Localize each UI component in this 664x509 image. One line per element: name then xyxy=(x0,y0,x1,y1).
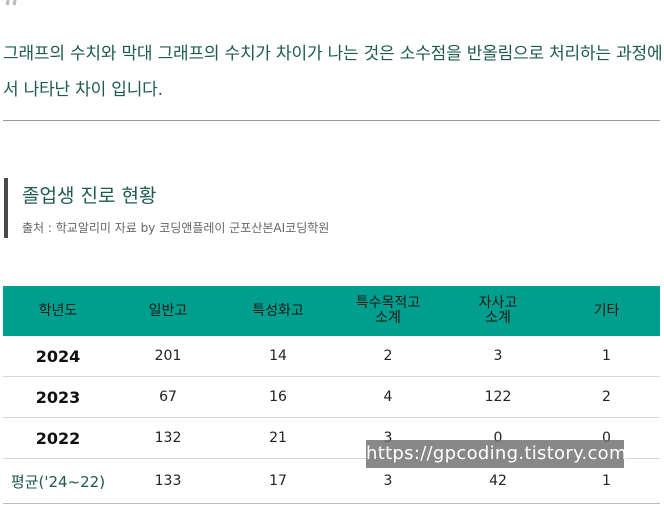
table-cell: 14 xyxy=(223,336,333,377)
table-header-row: 학년도 일반고 특성화고 특수목적고 소계 자사고 소계 기타 xyxy=(3,286,660,336)
table-cell: 2 xyxy=(333,336,443,377)
table-cell: 4 xyxy=(333,376,443,418)
quote-text: 그래프의 수치와 막대 그래프의 수치가 차이가 나는 것은 소수점을 반올림으… xyxy=(3,44,663,100)
quote-mark: “ xyxy=(2,0,21,32)
section-source: 출처 : 학교알리미 자료 by 코딩앤플레이 군포산본AI코딩학원 xyxy=(22,221,330,235)
header-cell: 특수목적고 소계 xyxy=(333,286,443,336)
table-row: 2023 67 16 4 122 2 xyxy=(3,376,660,418)
table-cell: 132 xyxy=(113,417,223,459)
header-cell: 자사고 소계 xyxy=(443,286,553,336)
section-title: 졸업생 진로 현황 xyxy=(22,185,157,207)
header-cell: 학년도 xyxy=(3,286,113,336)
graduate-career-table: 학년도 일반고 특성화고 특수목적고 소계 자사고 소계 기타 2024 201… xyxy=(3,286,660,504)
header-cell: 기타 xyxy=(553,286,660,336)
table-cell: 122 xyxy=(443,376,553,418)
divider xyxy=(3,120,660,121)
table-cell: 2 xyxy=(553,376,660,418)
table-cell: 67 xyxy=(113,376,223,418)
table-cell: 21 xyxy=(223,417,333,459)
year-cell: 2022 xyxy=(3,417,113,459)
table-cell: 17 xyxy=(223,458,333,504)
table-row: 2024 201 14 2 3 1 xyxy=(3,336,660,377)
watermark: https://gpcoding.tistory.com xyxy=(366,440,627,468)
table-cell: 201 xyxy=(113,336,223,377)
table-cell: 16 xyxy=(223,376,333,418)
average-label-cell: 평균('24~22) xyxy=(3,458,113,504)
header-cell: 특성화고 xyxy=(223,286,333,336)
year-cell: 2024 xyxy=(3,336,113,377)
table-cell: 3 xyxy=(443,336,553,377)
section-bar xyxy=(4,178,8,238)
header-cell: 일반고 xyxy=(113,286,223,336)
table-cell: 133 xyxy=(113,458,223,504)
table-cell: 1 xyxy=(553,336,660,377)
year-cell: 2023 xyxy=(3,376,113,418)
